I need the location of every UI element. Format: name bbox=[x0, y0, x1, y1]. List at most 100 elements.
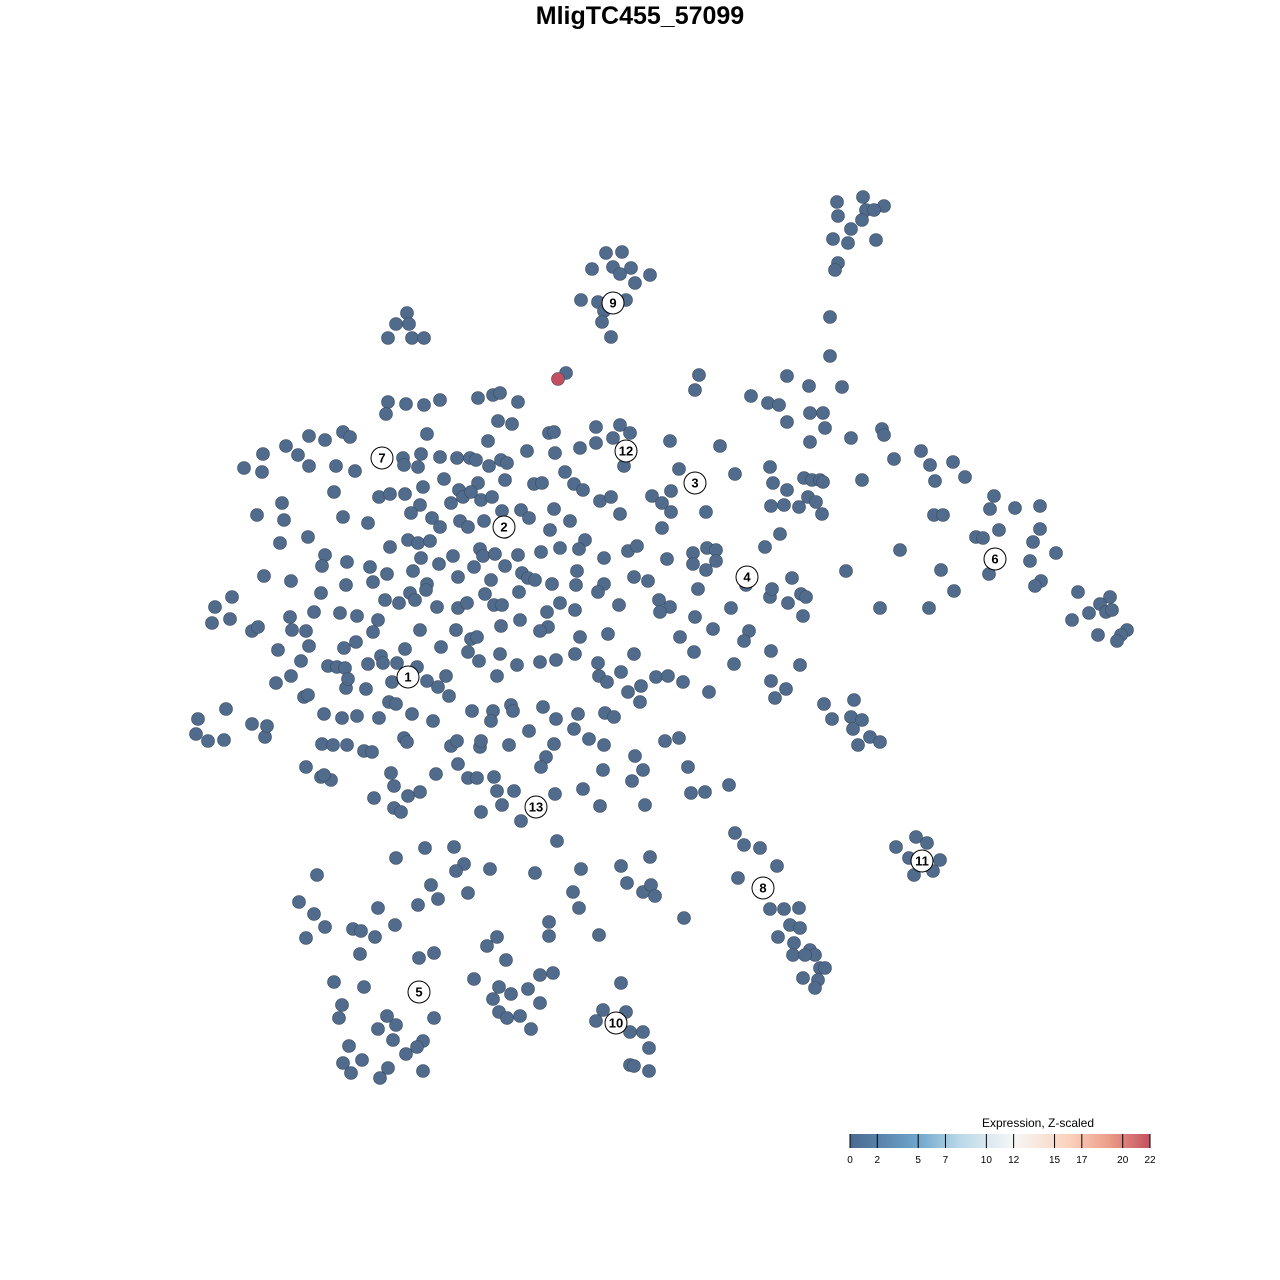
data-point bbox=[536, 700, 550, 714]
data-point bbox=[476, 549, 490, 563]
data-point bbox=[548, 787, 562, 801]
data-point bbox=[1105, 603, 1119, 617]
data-point bbox=[1071, 585, 1085, 599]
data-point bbox=[349, 635, 363, 649]
data-point bbox=[818, 961, 832, 975]
data-point bbox=[796, 971, 810, 985]
data-point bbox=[433, 393, 447, 407]
data-point bbox=[604, 490, 618, 504]
data-point bbox=[613, 418, 627, 432]
data-point bbox=[504, 987, 518, 1001]
data-point bbox=[520, 444, 534, 458]
data-point bbox=[549, 653, 563, 667]
data-point bbox=[764, 644, 778, 658]
data-point bbox=[856, 190, 870, 204]
data-point bbox=[469, 453, 483, 467]
data-point bbox=[381, 395, 395, 409]
data-point bbox=[461, 886, 475, 900]
data-point bbox=[389, 697, 403, 711]
data-point bbox=[936, 508, 950, 522]
data-point bbox=[568, 647, 582, 661]
data-point bbox=[533, 624, 547, 638]
data-point bbox=[753, 841, 767, 855]
data-point bbox=[648, 889, 662, 903]
cluster-label-text: 3 bbox=[691, 476, 698, 491]
data-point bbox=[803, 435, 817, 449]
data-point bbox=[636, 1025, 650, 1039]
data-point bbox=[599, 246, 613, 260]
data-point bbox=[482, 459, 496, 473]
data-point bbox=[507, 784, 521, 798]
data-point bbox=[467, 972, 481, 986]
data-point bbox=[851, 738, 865, 752]
data-point bbox=[368, 930, 382, 944]
data-point bbox=[543, 523, 557, 537]
data-point bbox=[492, 980, 506, 994]
data-point bbox=[627, 1059, 641, 1073]
chart-title: MligTC455_57099 bbox=[535, 2, 745, 30]
data-point bbox=[446, 549, 460, 563]
data-point bbox=[381, 331, 395, 345]
data-point bbox=[922, 601, 936, 615]
data-point bbox=[641, 574, 655, 588]
data-point bbox=[889, 840, 903, 854]
data-point bbox=[219, 702, 233, 716]
data-point bbox=[378, 593, 392, 607]
data-point bbox=[460, 596, 474, 610]
data-point bbox=[505, 417, 519, 431]
data-point bbox=[553, 596, 567, 610]
data-point bbox=[474, 734, 488, 748]
data-point bbox=[636, 763, 650, 777]
data-point bbox=[606, 431, 620, 445]
legend-tick-label: 22 bbox=[1144, 1155, 1156, 1166]
data-point bbox=[633, 695, 647, 709]
data-point bbox=[744, 389, 758, 403]
data-point bbox=[340, 738, 354, 752]
data-point bbox=[384, 766, 398, 780]
data-point bbox=[434, 640, 448, 654]
data-point bbox=[299, 931, 313, 945]
data-point bbox=[431, 892, 445, 906]
data-point bbox=[511, 548, 525, 562]
data-point bbox=[628, 276, 642, 290]
data-point bbox=[317, 707, 331, 721]
cluster-label-text: 4 bbox=[743, 570, 751, 585]
data-point bbox=[780, 483, 794, 497]
data-point bbox=[792, 901, 806, 915]
data-point bbox=[722, 778, 736, 792]
data-point bbox=[855, 713, 869, 727]
cluster-label-circle bbox=[407, 980, 431, 1004]
data-point bbox=[223, 612, 237, 626]
data-point bbox=[550, 834, 564, 848]
legend-tick-label: 0 bbox=[847, 1155, 853, 1166]
data-point bbox=[1026, 535, 1040, 549]
data-point bbox=[437, 472, 451, 486]
data-point bbox=[449, 623, 463, 637]
data-point bbox=[591, 656, 605, 670]
data-point bbox=[398, 487, 412, 501]
data-point bbox=[271, 643, 285, 657]
data-point bbox=[420, 427, 434, 441]
data-point bbox=[335, 711, 349, 725]
cluster-label-circle bbox=[370, 446, 394, 470]
legend-tick-label: 12 bbox=[1008, 1155, 1020, 1166]
data-point bbox=[493, 386, 507, 400]
cluster-label-circle bbox=[983, 547, 1007, 571]
data-point bbox=[310, 868, 324, 882]
data-point bbox=[573, 441, 587, 455]
data-point bbox=[596, 763, 610, 777]
data-point bbox=[318, 920, 332, 934]
data-point bbox=[627, 647, 641, 661]
data-point bbox=[613, 507, 627, 521]
data-point bbox=[491, 414, 505, 428]
data-point bbox=[817, 697, 831, 711]
data-point bbox=[490, 930, 504, 944]
data-point bbox=[534, 545, 548, 559]
data-point bbox=[413, 785, 427, 799]
data-point bbox=[279, 439, 293, 453]
data-point bbox=[677, 911, 691, 925]
data-point bbox=[400, 735, 414, 749]
data-point bbox=[620, 876, 634, 890]
data-point bbox=[1033, 522, 1047, 536]
data-point bbox=[947, 584, 961, 598]
